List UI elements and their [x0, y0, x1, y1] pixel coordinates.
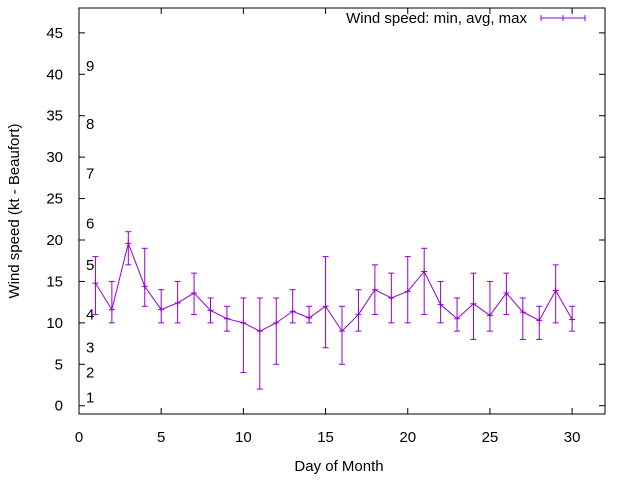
beaufort-label: 5: [86, 257, 94, 274]
y-tick-label: 40: [46, 66, 63, 83]
beaufort-scale-labels: 1 2 3 4 5 6 7 8 9: [86, 58, 94, 406]
legend: Wind speed: min, avg, max: [346, 10, 586, 27]
plot-frame: [78, 7, 606, 415]
y-tick-label: 5: [55, 356, 63, 373]
y-tick-label: 0: [55, 398, 63, 415]
legend-label: Wind speed: min, avg, max: [346, 10, 527, 27]
beaufort-label: 9: [86, 58, 94, 75]
x-tick-label: 5: [157, 429, 165, 446]
y-tick-label: 20: [46, 232, 63, 249]
beaufort-label: 7: [86, 166, 94, 183]
x-tick-label: 0: [75, 429, 83, 446]
y-tick-label: 45: [46, 25, 63, 42]
x-tick-label: 20: [399, 429, 416, 446]
series-line: [95, 241, 573, 332]
beaufort-label: 6: [86, 215, 94, 232]
x-tick-label: 25: [482, 429, 499, 446]
y-tick-label: 25: [46, 191, 63, 208]
x-axis-label: Day of Month: [294, 458, 383, 475]
y-tick-label: 10: [46, 315, 63, 332]
error-bars: [92, 231, 576, 390]
x-tick-label: 15: [317, 429, 334, 446]
x-axis-ticks: 0 5 10 15 20 25 30: [75, 8, 581, 446]
data-point: [569, 316, 576, 323]
beaufort-label: 2: [86, 365, 94, 382]
x-tick-label: 30: [564, 429, 581, 446]
y-axis-label: Wind speed (kt - Beaufort): [6, 123, 23, 298]
legend-sample: [540, 15, 586, 21]
y-tick-label: 35: [46, 108, 63, 125]
y-tick-label: 30: [46, 149, 63, 166]
beaufort-label: 1: [86, 389, 94, 406]
y-tick-label: 15: [46, 273, 63, 290]
series-lines: [95, 241, 573, 332]
beaufort-label: 8: [86, 116, 94, 133]
x-tick-label: 10: [235, 429, 252, 446]
beaufort-label: 3: [86, 340, 94, 357]
beaufort-label: 4: [86, 307, 94, 324]
